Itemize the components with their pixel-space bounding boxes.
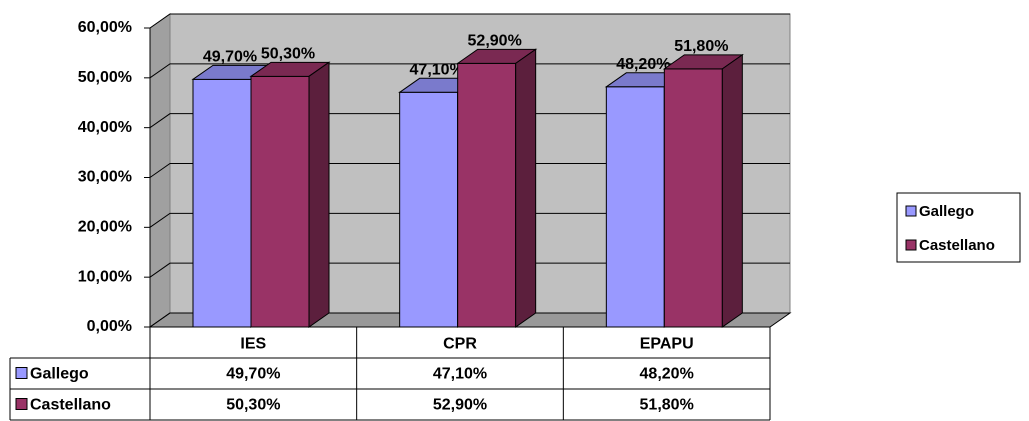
legend-box [896, 192, 1021, 263]
y-tick-label: 40,00% [78, 119, 132, 136]
data-label: 51,80% [674, 38, 728, 55]
table-legend-key [15, 367, 28, 379]
grid-line [149, 13, 790, 29]
table-series-name: Gallego [30, 366, 89, 383]
bar-side [308, 61, 330, 328]
y-tick-label: 30,00% [78, 169, 132, 186]
grid-line [149, 113, 790, 129]
data-label: 50,30% [261, 46, 315, 63]
table-cell: 51,80% [640, 397, 694, 414]
table-series-name: Castellano [30, 397, 111, 414]
grid-line [149, 212, 790, 228]
grid-line [149, 163, 790, 178]
y-tick-label: 0,00% [87, 318, 132, 335]
bar [605, 86, 665, 328]
bar [399, 91, 459, 328]
table-cell: 49,70% [226, 366, 280, 383]
bar-side [721, 53, 743, 328]
bar-side [515, 48, 537, 328]
grid-line [149, 312, 790, 328]
grid-line [149, 63, 790, 79]
legend-key [905, 239, 917, 251]
bar [663, 68, 723, 328]
y-tick-label: 50,00% [78, 69, 132, 86]
data-label: 49,70% [203, 49, 257, 66]
x-tick-label: IES [240, 336, 266, 353]
x-tick-label: CPR [443, 336, 477, 353]
bar [457, 62, 517, 328]
y-tick-label: 20,00% [78, 219, 132, 236]
x-tick-label: EPAPU [640, 336, 694, 353]
table-cell: 48,20% [640, 366, 694, 383]
legend-label: Castellano [919, 237, 995, 254]
grid-line [149, 262, 790, 278]
table-cell: 50,30% [226, 397, 280, 414]
bar [250, 75, 310, 328]
table-cell: 47,10% [433, 366, 487, 383]
bar [192, 78, 252, 328]
data-label: 47,10% [410, 62, 464, 79]
legend-key [905, 205, 917, 217]
data-label: 48,20% [616, 56, 670, 73]
y-tick-label: 60,00% [78, 19, 132, 36]
table-legend-key [15, 398, 28, 410]
data-label: 52,90% [468, 33, 522, 50]
legend-label: Gallego [919, 203, 974, 220]
y-tick-label: 10,00% [78, 268, 132, 285]
table-cell: 52,90% [433, 397, 487, 414]
